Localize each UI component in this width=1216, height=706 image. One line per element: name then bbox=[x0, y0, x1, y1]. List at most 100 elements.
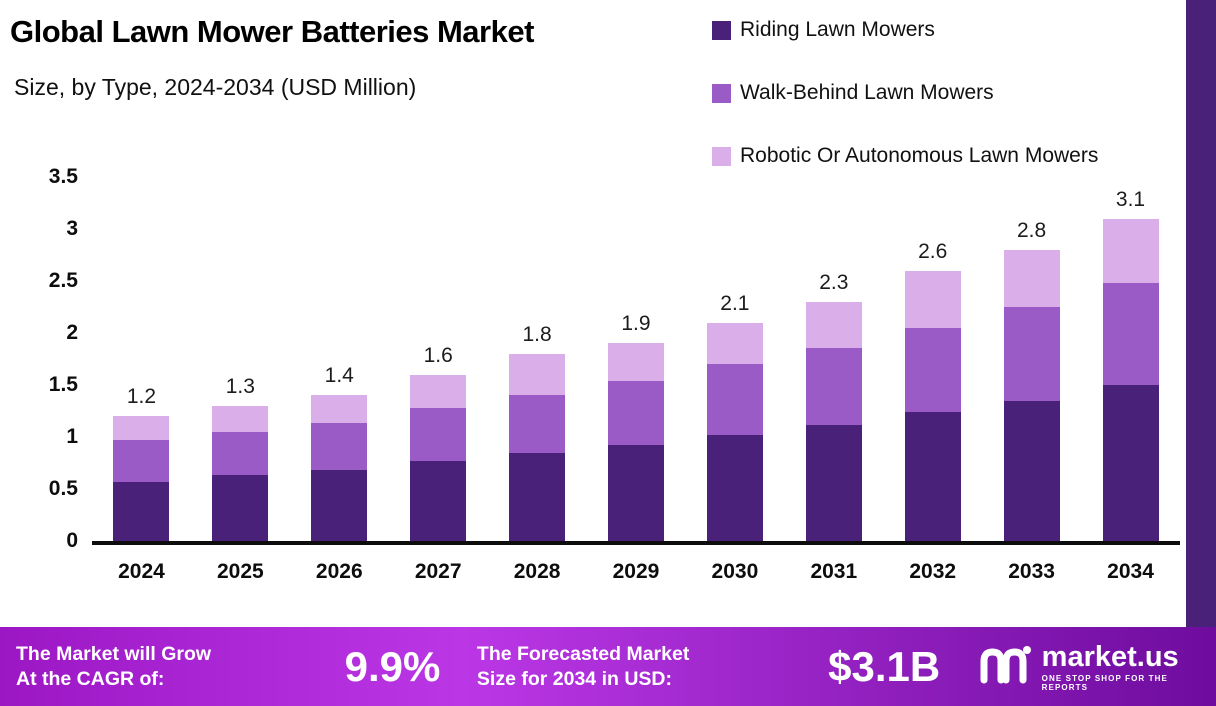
bar-total-label: 1.6 bbox=[423, 343, 453, 367]
bar-segment-robotic-or-autonomous-lawn-mowers bbox=[607, 343, 664, 381]
bar-total-label: 2.1 bbox=[720, 291, 750, 315]
x-axis-label: 2031 bbox=[810, 560, 858, 583]
bar-segment-robotic-or-autonomous-lawn-mowers bbox=[311, 395, 368, 424]
bar-column: 2.6 bbox=[883, 177, 982, 541]
brand-logo[interactable]: market.us ONE STOP SHOP FOR THE REPORTS bbox=[978, 642, 1216, 692]
bar-segment-walk-behind-lawn-mowers bbox=[805, 347, 862, 425]
bar-total-label: 1.4 bbox=[324, 364, 354, 388]
market-us-logo-icon bbox=[978, 644, 1032, 689]
bar-total-label: 1.8 bbox=[522, 322, 552, 346]
bar-segment-robotic-or-autonomous-lawn-mowers bbox=[509, 353, 566, 396]
x-axis-label: 2024 bbox=[118, 560, 165, 583]
stacked-bar bbox=[509, 353, 566, 541]
bar-column: 2.1 bbox=[685, 177, 784, 541]
x-axis-label: 2032 bbox=[909, 560, 957, 583]
bar-segment-robotic-or-autonomous-lawn-mowers bbox=[904, 270, 961, 328]
legend-item-riding: Riding Lawn Mowers bbox=[712, 18, 1098, 42]
plot-area: 1.2 1.3 1.4 1.6 1.8 1.9 2.1 2.3 2.6 2.8 3.1 bbox=[92, 177, 1180, 545]
bar-segment-riding-lawn-mowers bbox=[410, 460, 467, 541]
forecast-label-line2: Size for 2034 in USD: bbox=[476, 667, 672, 690]
bar-column: 1.3 bbox=[191, 177, 290, 541]
bar-total-label: 3.1 bbox=[1115, 187, 1146, 211]
x-axis-label: 2028 bbox=[513, 560, 561, 583]
cagr-label-line2: At the CAGR of: bbox=[16, 667, 165, 690]
bar-segment-robotic-or-autonomous-lawn-mowers bbox=[113, 416, 170, 441]
bar-column: 1.2 bbox=[92, 177, 191, 541]
bar-column: 1.9 bbox=[587, 177, 686, 541]
stacked-bar bbox=[311, 395, 368, 541]
x-axis-labels: 2024 2025 2026 2027 2028 2029 2030 2031 2032 2033… bbox=[92, 560, 1180, 584]
bar-segment-walk-behind-lawn-mowers bbox=[113, 440, 170, 482]
y-tick-label: 0 bbox=[66, 529, 78, 552]
bar-segment-robotic-or-autonomous-lawn-mowers bbox=[706, 322, 763, 365]
bar-segment-walk-behind-lawn-mowers bbox=[311, 423, 368, 471]
y-tick-label: 1 bbox=[66, 425, 78, 448]
bar-segment-walk-behind-lawn-mowers bbox=[410, 407, 467, 461]
x-axis-label: 2027 bbox=[414, 560, 462, 583]
forecast-label: The Forecasted Market Size for 2034 in U… bbox=[477, 642, 805, 692]
x-axis-label: 2033 bbox=[1008, 560, 1055, 583]
bar-segment-robotic-or-autonomous-lawn-mowers bbox=[212, 405, 269, 432]
bar-segment-riding-lawn-mowers bbox=[805, 424, 862, 541]
stacked-bar bbox=[1102, 218, 1159, 541]
brand-text: market.us ONE STOP SHOP FOR THE REPORTS bbox=[1042, 642, 1216, 692]
x-axis-label: 2026 bbox=[315, 560, 363, 583]
bar-total-label: 1.2 bbox=[126, 385, 157, 409]
bar-segment-robotic-or-autonomous-lawn-mowers bbox=[410, 374, 467, 408]
bar-segment-walk-behind-lawn-mowers bbox=[1003, 307, 1060, 401]
page-subtitle: Size, by Type, 2024-2034 (USD Million) bbox=[14, 74, 417, 100]
brand-tagline: ONE STOP SHOP FOR THE REPORTS bbox=[1041, 673, 1168, 692]
bar-total-label: 2.8 bbox=[1017, 218, 1047, 242]
x-axis-label: 2030 bbox=[711, 560, 759, 583]
x-axis-label: 2029 bbox=[612, 560, 660, 583]
bar-segment-walk-behind-lawn-mowers bbox=[212, 431, 269, 476]
x-axis-label: 2034 bbox=[1107, 560, 1154, 583]
bar-total-label: 1.3 bbox=[225, 374, 255, 398]
y-tick-label: 2 bbox=[66, 321, 78, 344]
legend-item-walk-behind: Walk-Behind Lawn Mowers bbox=[712, 81, 1098, 105]
bar-total-label: 2.6 bbox=[918, 239, 948, 263]
bar-segment-walk-behind-lawn-mowers bbox=[706, 364, 763, 435]
bar-column: 1.4 bbox=[290, 177, 389, 541]
bar-column: 2.8 bbox=[982, 177, 1081, 541]
y-tick-label: 1.5 bbox=[48, 373, 78, 396]
x-axis-label: 2025 bbox=[217, 560, 264, 583]
y-axis: 3.5 3 2.5 2 1.5 1 0.5 0 bbox=[18, 165, 78, 552]
page-title: Global Lawn Mower Batteries Market bbox=[10, 14, 534, 49]
cagr-value: 9.9% bbox=[344, 642, 441, 690]
bar-segment-riding-lawn-mowers bbox=[607, 445, 664, 541]
bar-segment-riding-lawn-mowers bbox=[904, 412, 961, 541]
y-tick-label: 0.5 bbox=[48, 477, 78, 500]
stacked-bar bbox=[805, 301, 862, 541]
brand-name: market.us bbox=[1041, 640, 1179, 673]
bar-segment-riding-lawn-mowers bbox=[113, 481, 170, 541]
bar-total-label: 2.3 bbox=[819, 270, 849, 294]
forecast-label-line1: The Forecasted Market bbox=[476, 642, 690, 665]
bar-segment-riding-lawn-mowers bbox=[1102, 385, 1159, 541]
bar-segment-robotic-or-autonomous-lawn-mowers bbox=[805, 301, 862, 348]
bar-total-label: 1.9 bbox=[621, 312, 651, 336]
legend-label: Robotic Or Autonomous Lawn Mowers bbox=[740, 144, 1099, 167]
legend-swatch-walk-behind bbox=[712, 83, 731, 103]
bar-segment-riding-lawn-mowers bbox=[1003, 400, 1060, 541]
bar-segment-walk-behind-lawn-mowers bbox=[509, 395, 566, 453]
bar-segment-riding-lawn-mowers bbox=[311, 470, 368, 541]
stacked-bar bbox=[212, 405, 269, 541]
bar-column: 3.1 bbox=[1081, 177, 1180, 541]
stacked-bar bbox=[1003, 249, 1060, 541]
bar-segment-walk-behind-lawn-mowers bbox=[607, 380, 664, 446]
stacked-bar bbox=[706, 322, 763, 541]
bar-segment-walk-behind-lawn-mowers bbox=[904, 327, 961, 413]
cagr-label: The Market will Grow At the CAGR of: bbox=[16, 642, 308, 692]
y-tick-label: 3 bbox=[66, 217, 78, 240]
legend: Riding Lawn Mowers Walk-Behind Lawn Mowe… bbox=[712, 18, 1098, 168]
footer-banner: The Market will Grow At the CAGR of: 9.9… bbox=[0, 627, 1216, 706]
bar-segment-riding-lawn-mowers bbox=[212, 475, 269, 541]
bar-segment-riding-lawn-mowers bbox=[706, 434, 763, 541]
legend-label: Walk-Behind Lawn Mowers bbox=[740, 81, 994, 104]
stacked-bar bbox=[607, 343, 664, 541]
legend-item-robotic: Robotic Or Autonomous Lawn Mowers bbox=[712, 144, 1098, 168]
bar-column: 2.3 bbox=[784, 177, 883, 541]
stacked-bar bbox=[904, 270, 961, 541]
